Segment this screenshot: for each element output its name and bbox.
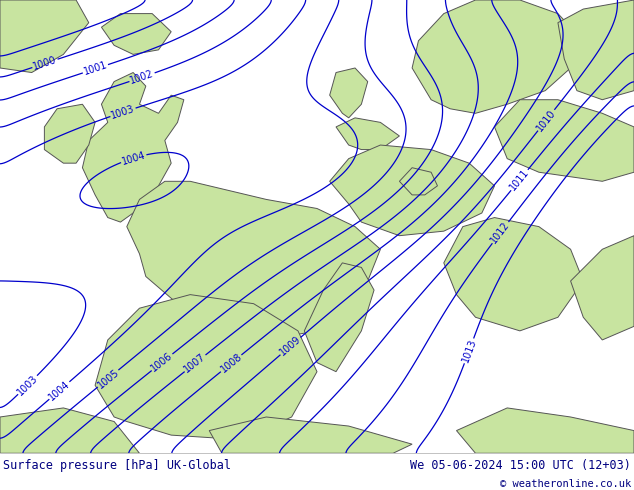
Text: 1012: 1012 [489, 220, 512, 245]
Text: We 05-06-2024 15:00 UTC (12+03): We 05-06-2024 15:00 UTC (12+03) [410, 459, 631, 471]
Text: 1003: 1003 [110, 103, 136, 121]
Text: 1004: 1004 [120, 150, 146, 167]
Polygon shape [336, 118, 399, 149]
Polygon shape [82, 73, 184, 222]
Polygon shape [209, 417, 412, 453]
Text: 1013: 1013 [460, 338, 478, 364]
Polygon shape [399, 168, 437, 195]
Polygon shape [412, 0, 583, 113]
Text: 1007: 1007 [183, 352, 208, 375]
Polygon shape [495, 99, 634, 181]
Text: 1002: 1002 [129, 69, 155, 86]
Text: 1000: 1000 [32, 55, 58, 72]
Text: 1010: 1010 [534, 107, 558, 133]
Polygon shape [0, 0, 89, 73]
Text: © weatheronline.co.uk: © weatheronline.co.uk [500, 480, 631, 490]
Polygon shape [127, 181, 380, 340]
Text: 1006: 1006 [150, 351, 175, 374]
Text: 1003: 1003 [15, 373, 40, 397]
Polygon shape [95, 294, 317, 440]
Text: 1008: 1008 [219, 352, 244, 375]
Text: 1009: 1009 [278, 334, 303, 358]
Text: 1011: 1011 [508, 168, 531, 193]
Polygon shape [101, 14, 171, 54]
Polygon shape [571, 236, 634, 340]
Text: 1005: 1005 [95, 367, 120, 390]
Polygon shape [444, 218, 583, 331]
Text: Surface pressure [hPa] UK-Global: Surface pressure [hPa] UK-Global [3, 459, 231, 471]
Polygon shape [304, 263, 374, 371]
Polygon shape [330, 68, 368, 118]
Polygon shape [558, 0, 634, 99]
Polygon shape [0, 408, 139, 453]
Polygon shape [44, 104, 95, 163]
Text: 1004: 1004 [47, 379, 72, 402]
Polygon shape [456, 408, 634, 453]
Polygon shape [330, 145, 495, 236]
Text: 1001: 1001 [82, 60, 108, 77]
